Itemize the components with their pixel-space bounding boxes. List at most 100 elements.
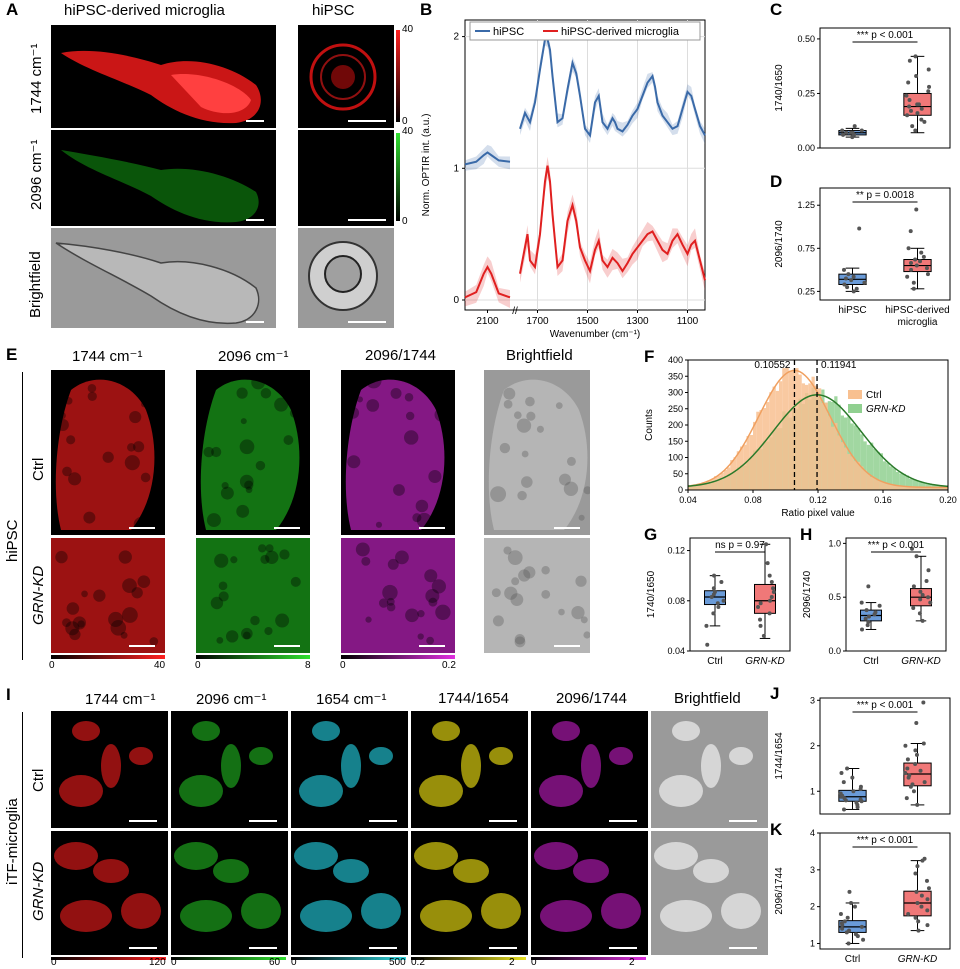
i-cell-blob [180,900,232,932]
y-tick-label: 350 [668,371,683,381]
data-point [905,757,910,762]
e-tissue-region [196,538,310,653]
x-axis-label: Wavenumber (cm⁻¹) [550,329,640,340]
y-tick-label: 0.04 [667,646,685,656]
data-point [859,924,864,929]
i-cell-blob [672,721,700,741]
data-point [851,289,856,294]
y-axis-label: Norm. OPTIR int. (a.u.) [421,114,432,217]
e-texture-spot [428,470,442,484]
y-tick-label: 0.25 [797,88,815,98]
data-point [854,286,859,291]
data-point [913,128,918,133]
e-tissue-region [488,379,588,530]
data-point [911,605,916,610]
y-axis-label: Counts [644,409,655,441]
panel-label-b: B [420,0,433,19]
legend-box [469,21,701,41]
e-texture-spot [510,593,524,607]
y-tick-label: 2 [810,902,815,912]
histogram-bar [814,385,818,490]
i-image-ctrl-5 [651,711,768,828]
a-colorbar-green [396,133,400,221]
x-axis-label: Ratio pixel value [781,508,855,519]
i-cells [174,842,281,932]
e-texture-spot [347,407,360,419]
data-point [918,597,923,602]
e-texture-spot [274,397,289,412]
data-point [858,797,863,802]
histogram-bar [863,441,867,490]
y-tick-label: 0.00 [797,143,815,153]
x-tick-label: Ctrl [863,656,879,667]
e-tissue-region [484,538,590,653]
e-texture-spot [412,513,422,523]
e-tissue-region [55,379,155,530]
i-image-grnkd-4 [531,831,648,955]
i-cell-blob [121,893,161,929]
histogram-bar [782,368,786,490]
y-axis-label: 1740/1650 [646,570,657,618]
histogram-bar [736,451,740,490]
data-point [854,800,859,805]
e-texture-spot [347,455,361,469]
data-point [859,600,864,605]
e-texture-spot [137,575,151,588]
data-point [925,272,930,277]
data-point [758,623,763,628]
a-image-hipsc-2096 [298,130,394,226]
histogram-bar [876,480,880,490]
i-colorbar-max: 500 [389,957,406,968]
data-point [914,207,919,212]
data-point [915,102,920,107]
e-texture-spot [583,486,590,495]
histogram-bar [905,475,909,490]
a-colorbar-red-max: 40 [402,24,414,35]
i-cell-blob [241,893,281,929]
histogram-bar [821,402,825,490]
y-tick-label: 250 [668,404,683,414]
x-tick-label: GRN-KD [745,656,784,667]
i-cell-blob [420,900,472,932]
a-scalebar-hipsc-3 [348,321,386,323]
i-cell-blob [129,747,153,765]
data-point [906,246,911,251]
legend-label: hiPSC-derived microglia [561,26,680,38]
data-point [840,128,845,133]
panel-label-g: G [644,525,658,544]
histogram-bar [873,478,877,490]
histogram-bar [857,428,861,490]
i-cell-blob [540,900,592,932]
legend-swatch [848,404,862,413]
e-texture-spot [230,556,238,564]
histogram-bar [922,482,926,490]
y-tick-label: 150 [668,436,683,446]
histogram-bar [876,451,880,490]
y-tick-label: 0.5 [828,592,841,602]
i-colorbar-min: 0 [291,957,297,968]
histogram-bar [899,485,903,490]
histogram-bar [701,483,705,490]
e-texture-spot [68,472,82,486]
e-texture-spot [526,411,536,421]
chart-h: 0.0 0.5 1.0 2096/1740 *** p < 0.001 Ctrl GRN-K… [802,537,947,667]
data-point [924,266,929,271]
e-texture-spot [124,455,140,471]
e-texture-spot [77,620,85,628]
data-point [907,98,912,102]
histogram-bar [710,478,714,490]
e-texture-spot [62,466,72,477]
i-image-ctrl-1 [171,711,288,828]
data-point [841,267,846,272]
data-point [866,619,871,624]
y-tick-label: 1 [453,163,459,174]
e-texture-spot [120,631,128,639]
data-point [907,58,912,63]
data-point [849,900,854,905]
data-point [918,259,923,264]
x-tick-label: 1100 [677,316,699,327]
data-point [906,912,911,917]
e-texture-spot [236,504,250,518]
y-tick-label: 0.75 [797,243,815,253]
e-texture-spot [355,542,370,557]
